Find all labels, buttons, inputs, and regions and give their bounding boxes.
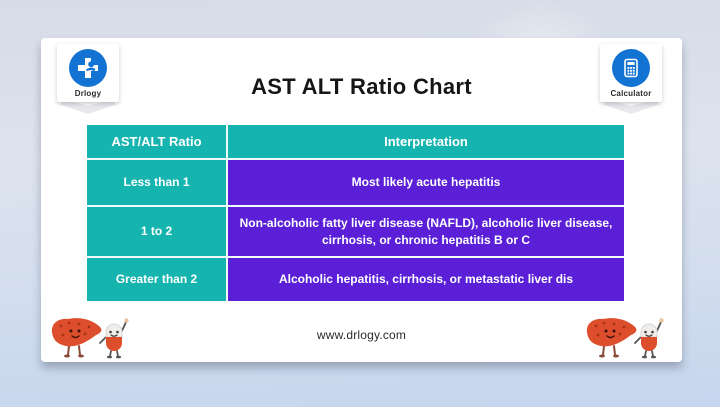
liver-pill-mascot-icon: [49, 313, 131, 359]
calculator-badge-label: Calculator: [610, 89, 652, 98]
table-row-1-ratio: Less than 1: [87, 160, 226, 205]
calculator-badge: Calculator: [600, 44, 662, 114]
ast-alt-ratio-table: AST/ALT Ratio Interpretation Less than 1…: [87, 125, 624, 301]
drlogy-badge-ribbon: Drlogy: [57, 44, 119, 102]
liver-pill-mascot-icon: [584, 313, 666, 359]
infographic-card: Drlogy AST ALT Ratio Chart: [41, 38, 682, 362]
page-title: AST ALT Ratio Chart: [251, 74, 472, 99]
table-header-ratio: AST/ALT Ratio: [87, 125, 226, 158]
table-header-interpretation: Interpretation: [228, 125, 624, 158]
website-url: www.drlogy.com: [316, 328, 407, 342]
calculator-badge-ribbon: Calculator: [600, 44, 662, 102]
table-row-2-ratio: 1 to 2: [87, 207, 226, 256]
drlogy-logo-icon: [69, 49, 107, 87]
drlogy-badge: Drlogy: [57, 44, 119, 114]
table-row-3-ratio: Greater than 2: [87, 258, 226, 301]
table-row-3-interpretation: Alcoholic hepatitis, cirrhosis, or metas…: [228, 258, 624, 301]
drlogy-badge-label: Drlogy: [74, 89, 102, 98]
table-row-2-interpretation: Non-alcoholic fatty liver disease (NAFLD…: [228, 207, 624, 256]
table-row-1-interpretation: Most likely acute hepatitis: [228, 160, 624, 205]
calculator-icon: [612, 49, 650, 87]
